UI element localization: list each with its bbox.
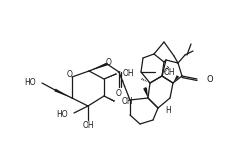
Text: OH: OH: [123, 69, 135, 77]
Polygon shape: [173, 75, 179, 83]
Polygon shape: [143, 87, 148, 98]
Text: HO: HO: [24, 77, 36, 87]
Text: HO: HO: [56, 109, 68, 118]
Polygon shape: [89, 63, 108, 71]
Text: OH: OH: [164, 67, 176, 77]
Text: OH: OH: [122, 97, 134, 105]
Polygon shape: [54, 89, 72, 98]
Text: H: H: [165, 105, 171, 115]
Text: OH: OH: [82, 122, 94, 130]
Text: O: O: [207, 75, 214, 83]
Text: O: O: [67, 69, 73, 79]
Text: O: O: [106, 57, 112, 67]
Text: O: O: [116, 89, 122, 97]
